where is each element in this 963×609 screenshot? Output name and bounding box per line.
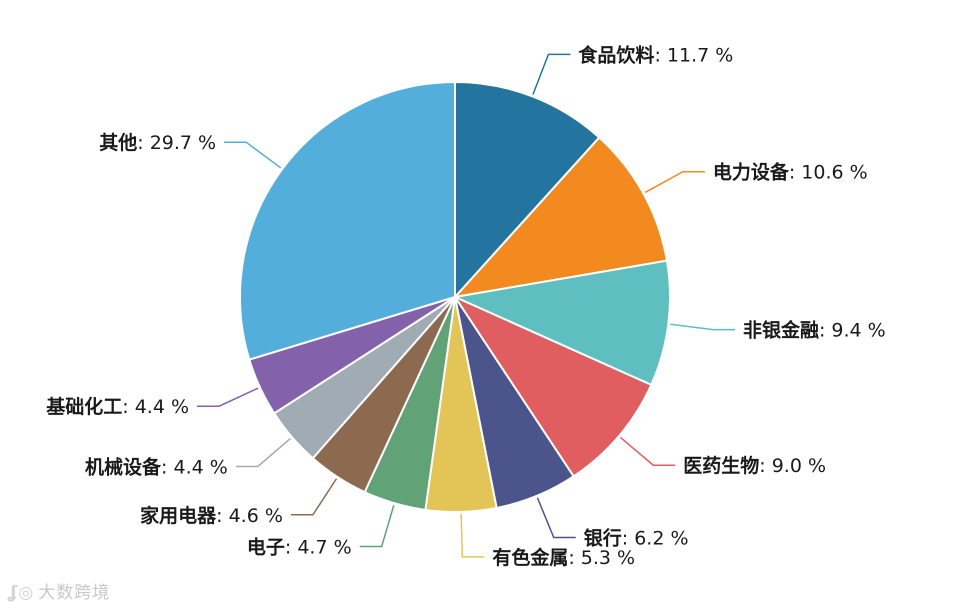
watermark: ʆ◎ 大数跨境	[8, 578, 110, 603]
slice-percent: : 4.4 %	[122, 396, 189, 418]
slice-category: 电力设备	[713, 161, 790, 184]
slice-label-11: 其他: 29.7 %	[99, 131, 216, 154]
slice-category: 食品饮料	[578, 43, 654, 66]
leader-line-11	[224, 141, 282, 169]
watermark-logo-icon: ʆ◎	[8, 583, 35, 603]
slice-percent: : 6.2 %	[622, 528, 689, 550]
slice-percent: : 4.4 %	[161, 456, 228, 478]
slice-label-7: 电子: 4.7 %	[247, 535, 352, 558]
slice-label-8: 家用电器: 4.6 %	[140, 504, 283, 527]
slice-percent: : 10.6 %	[789, 162, 868, 184]
slice-percent: : 9.0 %	[759, 455, 826, 477]
slice-label-10: 基础化工: 4.4 %	[45, 395, 189, 418]
slice-percent: : 11.7 %	[654, 44, 733, 66]
leader-line-7	[359, 504, 395, 548]
leader-line-6	[460, 513, 485, 558]
slice-label-4: 医药生物: 9.0 %	[683, 454, 826, 477]
leader-line-5	[536, 497, 576, 539]
slice-category: 其他	[99, 131, 137, 154]
slice-label-1: 食品饮料: 11.7 %	[578, 43, 733, 66]
slice-label-3: 非银金融: 9.4 %	[743, 319, 886, 342]
slice-percent: : 9.4 %	[819, 320, 886, 342]
slice-category: 医药生物	[683, 454, 759, 477]
leader-line-4	[619, 436, 676, 466]
slice-percent: : 5.3 %	[568, 547, 635, 569]
slice-category: 银行	[584, 527, 622, 550]
slice-percent: : 4.7 %	[285, 536, 352, 558]
leader-line-9	[235, 437, 291, 468]
slice-category: 有色金属	[492, 546, 568, 569]
pie-slice-1[interactable]	[454, 80, 601, 300]
slice-category: 非银金融	[743, 319, 819, 342]
slice-percent: : 4.6 %	[216, 505, 283, 527]
leader-line-3	[670, 323, 735, 331]
leader-line-2	[644, 170, 705, 194]
slice-category: 机械设备	[85, 455, 162, 478]
pie-slice-11[interactable]	[239, 80, 456, 361]
pie-slice-2[interactable]	[452, 136, 669, 299]
leader-line-1	[532, 53, 571, 95]
slice-label-5: 银行: 6.2 %	[584, 527, 689, 550]
pie-slice-3[interactable]	[451, 259, 671, 387]
slice-label-2: 电力设备: 10.6 %	[713, 161, 868, 184]
slice-category: 家用电器	[140, 504, 217, 527]
slice-label-9: 机械设备: 4.4 %	[85, 455, 228, 478]
slice-label-6: 有色金属: 5.3 %	[492, 546, 635, 569]
leader-line-8	[290, 478, 338, 516]
watermark-text: 大数跨境	[38, 583, 111, 603]
slice-percent: : 29.7 %	[137, 132, 216, 154]
slice-category: 基础化工	[45, 395, 122, 418]
leader-line-10	[197, 387, 259, 407]
pie-slice-4[interactable]	[452, 294, 653, 478]
slice-category: 电子	[247, 535, 285, 558]
